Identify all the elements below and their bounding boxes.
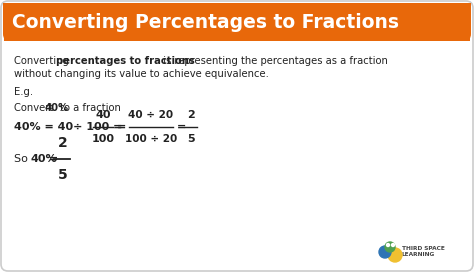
Circle shape — [392, 243, 394, 246]
Text: =: = — [46, 154, 58, 164]
Text: without changing its value to achieve equivalence.: without changing its value to achieve eq… — [14, 69, 269, 79]
Bar — [4, 31, 470, 41]
FancyBboxPatch shape — [3, 3, 471, 41]
Text: 5: 5 — [58, 168, 68, 182]
Text: 40% = 40÷ 100 =: 40% = 40÷ 100 = — [14, 122, 126, 132]
Text: LEARNING: LEARNING — [402, 252, 435, 256]
Circle shape — [379, 246, 391, 258]
Text: So: So — [14, 154, 35, 164]
Text: 2: 2 — [187, 110, 195, 120]
Text: Converting: Converting — [14, 56, 72, 66]
Text: percentages to fractions: percentages to fractions — [56, 56, 195, 66]
Text: Converting Percentages to Fractions: Converting Percentages to Fractions — [12, 13, 399, 32]
Text: =: = — [117, 122, 126, 132]
Text: THIRD SPACE: THIRD SPACE — [402, 246, 445, 251]
Text: to a fraction: to a fraction — [57, 103, 121, 113]
Text: Convert: Convert — [14, 103, 56, 113]
Text: 100 ÷ 20: 100 ÷ 20 — [125, 134, 177, 144]
Text: 40 ÷ 20: 40 ÷ 20 — [128, 110, 173, 120]
Text: 5: 5 — [187, 134, 195, 144]
Text: 40%: 40% — [31, 154, 57, 164]
Text: E.g.: E.g. — [14, 87, 33, 97]
Text: 2: 2 — [58, 136, 68, 150]
Circle shape — [385, 242, 395, 252]
Text: 40%: 40% — [45, 103, 69, 113]
Text: 100: 100 — [91, 134, 114, 144]
Text: =: = — [177, 122, 186, 132]
Circle shape — [388, 248, 402, 262]
Circle shape — [386, 243, 390, 246]
Bar — [3, 3, 471, 34]
Text: 40: 40 — [95, 110, 110, 120]
Text: is representing the percentages as a fraction: is representing the percentages as a fra… — [160, 56, 388, 66]
